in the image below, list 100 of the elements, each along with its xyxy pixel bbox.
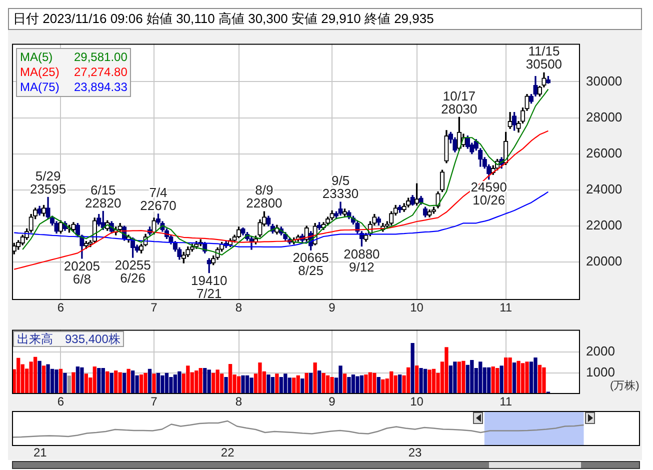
bar — [326, 375, 330, 394]
y-tick-label: 28000 — [586, 109, 622, 124]
bar — [330, 377, 334, 394]
annotation: 10/17 28030 — [441, 88, 478, 116]
bar — [130, 370, 135, 394]
bar — [512, 362, 516, 394]
bar — [72, 372, 76, 394]
bar — [236, 376, 241, 394]
y-tick-label: 30000 — [586, 73, 622, 88]
text: MA(5) — [20, 50, 54, 65]
bar — [160, 375, 164, 394]
bar — [101, 368, 105, 394]
bar — [470, 360, 474, 394]
bar — [220, 374, 224, 394]
bar — [516, 360, 520, 394]
bar — [258, 362, 262, 394]
annotation: 11/15 30500 — [526, 44, 562, 72]
bar — [173, 374, 178, 394]
bar — [97, 368, 101, 394]
bar — [520, 363, 525, 394]
bar — [313, 362, 317, 394]
x-tick-label: 6 — [57, 394, 64, 409]
bar — [525, 362, 529, 394]
bar — [33, 356, 38, 394]
bar — [46, 364, 50, 394]
bar — [198, 368, 202, 394]
bar — [500, 366, 504, 394]
bar — [406, 367, 410, 394]
x-tick-label: 6 — [57, 300, 64, 315]
bar — [169, 377, 173, 394]
bar — [372, 372, 376, 394]
bar — [279, 377, 283, 394]
bar — [270, 377, 275, 394]
y-tick-label: 22000 — [586, 218, 622, 233]
y-tick-label: 2000 — [586, 343, 615, 358]
bar — [398, 374, 402, 394]
bar — [292, 378, 296, 394]
x-tick-label: 10 — [410, 394, 424, 409]
bar — [164, 372, 169, 394]
bar — [216, 370, 220, 394]
x-tick-label: 7 — [150, 300, 158, 315]
annotation: 20880 9/12 — [344, 246, 380, 274]
bar — [356, 376, 360, 394]
x-tick-label: 9 — [328, 300, 336, 315]
annotation: 5/29 23595 — [30, 168, 66, 196]
x-tick-label: 22 — [220, 446, 235, 460]
text: MA(75) — [20, 80, 60, 95]
bar — [178, 371, 182, 394]
bar — [156, 372, 160, 394]
bar — [114, 370, 118, 394]
bar — [42, 366, 46, 394]
bar — [144, 372, 148, 394]
bar — [342, 374, 347, 394]
bar — [444, 347, 448, 394]
x-tick-label: 23 — [408, 446, 422, 460]
bar — [390, 371, 394, 394]
bar — [317, 370, 322, 394]
bar — [76, 366, 80, 394]
bar — [284, 374, 288, 394]
bar — [288, 378, 292, 394]
bar — [207, 370, 211, 394]
bar — [139, 374, 144, 394]
bar — [376, 377, 380, 394]
x-tick-label: 11 — [500, 300, 512, 315]
bar — [419, 368, 423, 394]
bar — [148, 368, 152, 394]
bar — [309, 372, 313, 394]
bar — [394, 375, 398, 394]
bar — [542, 367, 546, 394]
bar — [122, 372, 126, 394]
chart-title: 出来高 935,400株 — [13, 330, 124, 347]
x-tick-label: 8 — [235, 300, 242, 315]
bar — [203, 368, 207, 394]
bar — [194, 370, 198, 394]
text: MA(25) — [20, 64, 60, 80]
y-tick-label: 20000 — [586, 254, 622, 269]
bar — [38, 360, 42, 394]
bar — [58, 368, 63, 394]
bar — [250, 378, 254, 394]
bar — [54, 369, 58, 394]
bar — [504, 357, 508, 394]
bar — [410, 342, 414, 394]
annotation: 20255 6/26 — [114, 258, 151, 286]
bar — [351, 374, 356, 394]
bar — [368, 372, 372, 394]
annotation: 29,581.00 — [74, 50, 128, 65]
bar — [228, 364, 232, 394]
x-tick-label: 7 — [150, 394, 158, 409]
annotation: 19410 7/21 — [191, 272, 228, 301]
annotation: 9/5 23330 — [322, 173, 359, 202]
bar — [453, 362, 457, 394]
bar — [126, 368, 130, 394]
bar — [186, 366, 190, 394]
bar — [508, 357, 512, 394]
annotation: 20205 6/8 — [64, 258, 100, 286]
annotation: 20665 8/25 — [292, 250, 329, 278]
y-axis-title: (万株) — [610, 379, 640, 393]
x-tick-label: 10 — [410, 300, 424, 315]
bar — [462, 360, 466, 394]
annotation: 8/9 22800 — [246, 182, 282, 211]
